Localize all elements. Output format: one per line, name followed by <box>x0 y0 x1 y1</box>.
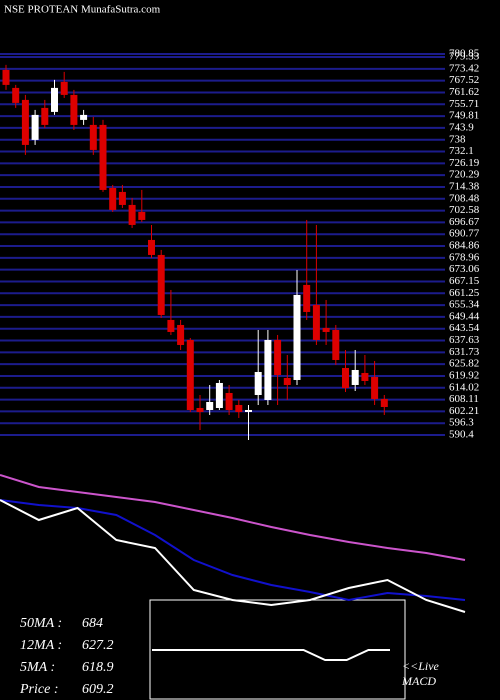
y-tick-label: 761.62 <box>449 86 479 98</box>
candle-body <box>235 404 243 412</box>
candle-body <box>109 187 117 210</box>
candle-body <box>274 339 282 375</box>
y-tick-label: 661.25 <box>449 287 480 299</box>
y-tick-label: 755.71 <box>449 98 479 110</box>
candle-body <box>283 377 291 385</box>
y-tick-label: 749.81 <box>449 110 479 122</box>
candle-body <box>60 81 68 95</box>
info-label: 5MA : <box>20 660 55 675</box>
candle-body <box>371 376 379 399</box>
y-tick-label: 738 <box>449 133 466 145</box>
y-tick-label: 655.34 <box>449 299 480 311</box>
candle-body <box>89 124 97 150</box>
y-tick-label: 767.52 <box>449 74 479 86</box>
info-label: 50MA : <box>20 616 62 631</box>
info-value: 684 <box>82 616 103 631</box>
candle-body <box>138 211 146 220</box>
candle-body <box>41 107 49 125</box>
y-tick-label: 596.3 <box>449 417 474 429</box>
macd-line <box>152 649 390 661</box>
candle-body <box>21 99 29 145</box>
macd-panel <box>149 599 406 700</box>
chart-title: NSE PROTEAN MunafaSutra.com <box>4 4 161 16</box>
y-tick-label: 773.42 <box>449 62 479 74</box>
y-tick-label: 720.29 <box>449 169 480 181</box>
candle-body <box>167 319 175 332</box>
candle-body <box>351 369 359 385</box>
info-value: 618.9 <box>82 660 114 675</box>
candle-body <box>206 401 214 410</box>
y-tick-label: 714.38 <box>449 181 480 193</box>
info-value: 609.2 <box>82 682 114 697</box>
y-tick-label: 780.85 <box>449 48 480 60</box>
candle-body <box>303 284 311 312</box>
y-tick-label: 590.4 <box>449 429 474 441</box>
y-tick-label: 667.15 <box>449 275 480 287</box>
candle-body <box>225 392 233 410</box>
y-tick-label: 696.67 <box>449 216 480 228</box>
candle-body <box>177 324 185 345</box>
candle-body <box>196 407 204 412</box>
candle-body <box>51 87 58 112</box>
candle-body <box>80 114 88 120</box>
y-tick-label: 637.63 <box>449 334 480 346</box>
y-tick-label: 708.48 <box>449 192 480 204</box>
y-tick-label: 690.77 <box>449 228 480 240</box>
candle-body <box>215 382 223 408</box>
macd-label: <<Live <box>402 659 440 673</box>
candle-body <box>322 327 330 332</box>
candle-body <box>12 87 20 103</box>
y-tick-label: 625.82 <box>449 358 479 370</box>
candle-body <box>380 398 388 407</box>
y-tick-label: 673.06 <box>449 263 480 275</box>
y-tick-label: 743.9 <box>449 121 474 133</box>
y-tick-label: 602.21 <box>449 405 479 417</box>
y-tick-label: 779.33 <box>449 51 480 63</box>
y-tick-label: 726.19 <box>449 157 480 169</box>
candle-body <box>293 294 301 380</box>
y-tick-label: 649.44 <box>449 310 480 322</box>
candle-body <box>2 69 10 85</box>
y-tick-label: 643.54 <box>449 322 480 334</box>
candle-body <box>148 239 155 255</box>
candle-body <box>312 304 320 340</box>
y-tick-label: 732.1 <box>449 145 474 157</box>
y-tick-label: 678.96 <box>449 251 480 263</box>
info-value: 627.2 <box>82 638 114 653</box>
y-tick-label: 619.92 <box>449 369 479 381</box>
y-tick-label: 702.58 <box>449 204 480 216</box>
candle-body <box>157 254 165 315</box>
candle-body <box>332 329 340 360</box>
candle-body <box>361 372 369 381</box>
y-tick-label: 684.86 <box>449 240 480 252</box>
info-label: 12MA : <box>20 638 62 653</box>
candle-body <box>31 114 39 140</box>
candle-body <box>99 124 107 190</box>
candle-body <box>342 367 349 388</box>
ma-line <box>0 474 466 561</box>
candle-body <box>128 204 136 225</box>
candle-body <box>118 191 126 205</box>
ma-line <box>0 499 466 613</box>
candle-body <box>245 409 252 412</box>
y-tick-label: 614.02 <box>449 381 479 393</box>
macd-label: MACD <box>401 674 436 688</box>
candle-body <box>186 339 194 410</box>
y-tick-label: 608.11 <box>449 393 479 405</box>
candle-body <box>70 94 78 125</box>
y-tick-label: 631.73 <box>449 346 480 358</box>
info-label: Price : <box>19 682 58 697</box>
candle-body <box>264 339 272 400</box>
candle-body <box>254 371 262 395</box>
